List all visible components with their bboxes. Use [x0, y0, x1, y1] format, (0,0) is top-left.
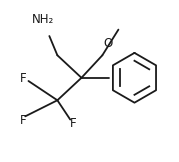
- Text: NH₂: NH₂: [32, 13, 54, 26]
- Text: O: O: [103, 37, 113, 50]
- Text: F: F: [20, 72, 27, 85]
- Text: F: F: [70, 117, 77, 130]
- Text: F: F: [20, 114, 26, 127]
